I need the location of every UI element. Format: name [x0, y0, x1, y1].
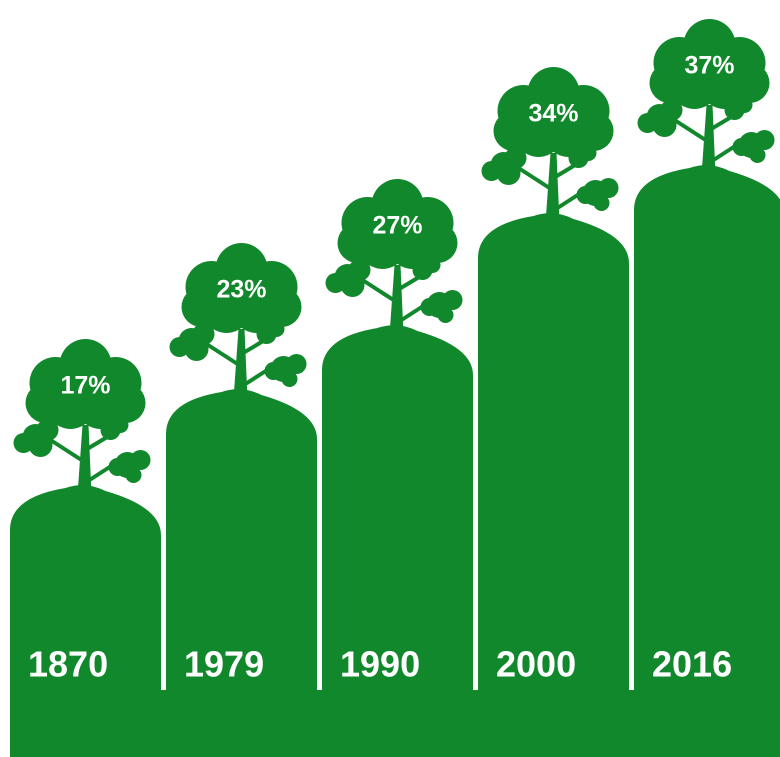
tree-bush	[420, 298, 439, 316]
tree-bush	[424, 257, 441, 273]
tree-bush	[13, 433, 34, 453]
tree-bush	[496, 161, 521, 185]
tree-bush	[112, 417, 129, 433]
tree-bush	[108, 458, 127, 476]
tree-bush	[580, 145, 597, 161]
tree-bush	[286, 354, 307, 374]
tree-bush	[754, 130, 775, 150]
tree-trunk	[77, 425, 92, 495]
x-tick-label: 2000	[496, 644, 576, 685]
x-tick-label: 2016	[652, 644, 732, 685]
x-tick-label: 1979	[184, 644, 264, 685]
tree-trunk	[545, 153, 560, 223]
tree-bush	[130, 450, 151, 470]
value-label: 23%	[216, 276, 266, 304]
tree-bush	[637, 113, 658, 133]
tree-trunk	[701, 105, 716, 175]
tree-bush	[325, 273, 346, 293]
tree-bush	[169, 337, 190, 357]
tree-trunk	[389, 265, 404, 335]
tree-bush	[281, 371, 298, 387]
tree-bush	[732, 138, 751, 156]
bar	[10, 485, 161, 757]
value-label: 17%	[60, 372, 110, 400]
tree-bush	[437, 307, 454, 323]
tree-bush	[481, 161, 502, 181]
tree-trunk	[233, 329, 248, 399]
bar	[166, 389, 317, 757]
tree-bush	[736, 97, 753, 113]
value-label: 27%	[372, 212, 422, 240]
tree-bush	[340, 273, 365, 297]
tree-bush	[264, 362, 283, 380]
tree-bush	[268, 321, 285, 337]
tree-bush	[598, 178, 619, 198]
tree-bush	[576, 186, 595, 204]
tree-bush	[652, 113, 677, 137]
value-label: 37%	[684, 52, 734, 80]
bar	[478, 213, 629, 757]
tree-bush	[442, 290, 463, 310]
tree-bush	[593, 195, 610, 211]
tree-icon	[13, 339, 151, 495]
tree-bush	[28, 433, 53, 457]
x-tick-label: 1870	[28, 644, 108, 685]
bar	[634, 165, 780, 757]
bar	[322, 325, 473, 757]
tree-canopy	[367, 197, 428, 257]
tree-bush	[749, 147, 766, 163]
tree-icon	[169, 243, 307, 399]
tree-icon	[637, 19, 775, 175]
tree-bush	[125, 467, 142, 483]
tree-canopy	[55, 357, 116, 417]
value-label: 34%	[528, 100, 578, 128]
tree-canopy	[523, 85, 584, 145]
base-strip	[10, 690, 780, 757]
tree-canopy	[211, 261, 272, 321]
tree-icon	[481, 67, 619, 223]
tree-icon	[325, 179, 463, 335]
x-tick-label: 1990	[340, 644, 420, 685]
tree-canopy	[679, 37, 740, 97]
tree-bush	[184, 337, 209, 361]
